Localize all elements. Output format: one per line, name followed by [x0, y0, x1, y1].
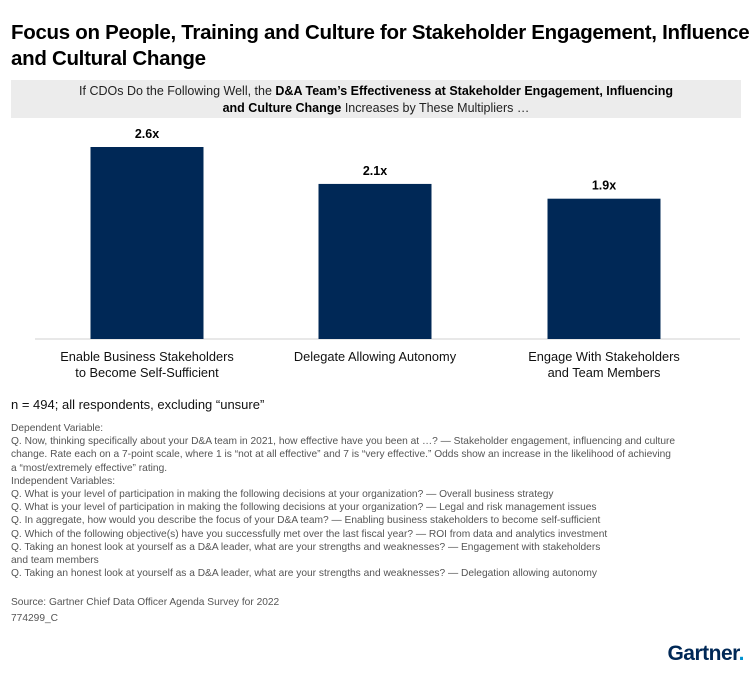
category-label-1-0: Delegate Allowing Autonomy — [294, 349, 457, 364]
banner-bold-2: and Culture Change — [222, 101, 342, 115]
category-label-2-1: and Team Members — [548, 365, 661, 380]
note-line: Q. What is your level of participation i… — [11, 502, 597, 514]
bar-0 — [90, 147, 204, 339]
methodology-notes: Dependent Variable: Q. Now, thinking spe… — [11, 422, 746, 580]
chart-subtitle-banner: If CDOs Do the Following Well, the D&A T… — [11, 80, 741, 118]
logo-dot: . — [738, 642, 745, 665]
note-line: Q. Now, thinking specifically about your… — [11, 436, 676, 448]
banner-post: Increases by These Multipliers … — [341, 101, 530, 115]
sample-size-note: n = 494; all respondents, excluding “uns… — [11, 397, 265, 412]
note-line: Q. Taking an honest look at yourself as … — [11, 568, 597, 580]
note-line: Independent Variables: — [11, 475, 116, 487]
figure-code: 774299_C — [11, 613, 59, 624]
note-line: change. Rate each on a 7-point scale, wh… — [11, 449, 671, 461]
note-line: Dependent Variable: — [11, 423, 104, 434]
title-line-2: and Cultural Change — [11, 47, 206, 70]
title-line-1: Focus on People, Training and Culture fo… — [11, 21, 750, 44]
value-label-2: 1.9x — [592, 179, 616, 193]
value-label-0: 2.6x — [135, 127, 159, 141]
value-label-1: 2.1x — [363, 164, 387, 178]
source-note: Source: Gartner Chief Data Officer Agend… — [11, 597, 280, 608]
note-line: Q. Which of the following objective(s) h… — [11, 528, 608, 540]
bar-2 — [547, 198, 661, 339]
logo-text: Gartner — [667, 642, 739, 665]
category-label-0-0: Enable Business Stakeholders — [60, 349, 234, 364]
banner-bold-1: D&A Team’s Effectiveness at Stakeholder … — [275, 84, 673, 98]
category-label-2-0: Engage With Stakeholders — [528, 349, 680, 364]
note-line: a “most/extremely effective” rating. — [11, 462, 168, 474]
note-line: Q. In aggregate, how would you describe … — [11, 515, 601, 527]
banner-pre: If CDOs Do the Following Well, the — [79, 84, 276, 98]
gartner-logo: Gartner. — [667, 642, 744, 666]
note-line: Q. What is your level of participation i… — [11, 489, 554, 501]
chart-title: Focus on People, Training and Culture fo… — [11, 20, 751, 72]
category-label-0-1: to Become Self-Sufficient — [75, 365, 219, 380]
note-line: Q. Taking an honest look at yourself as … — [11, 541, 601, 553]
note-line: and team members — [11, 555, 99, 567]
bar-1 — [318, 183, 432, 339]
